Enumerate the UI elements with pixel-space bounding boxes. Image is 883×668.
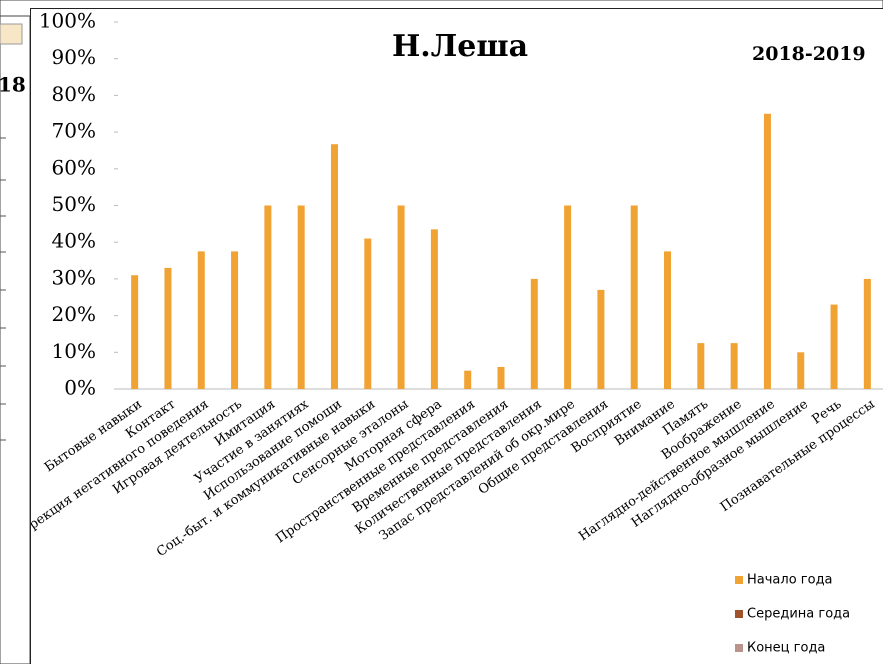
bar xyxy=(564,206,571,390)
bar xyxy=(164,268,171,389)
bar xyxy=(864,279,871,389)
y-tick-label: 50% xyxy=(52,192,96,216)
y-tick-label: 90% xyxy=(52,45,96,69)
y-tick-label: 70% xyxy=(52,119,96,143)
chart-subtitle: 2018-2019 xyxy=(752,43,866,65)
bar xyxy=(764,114,771,389)
back-label: 18 xyxy=(0,73,26,97)
bar xyxy=(131,275,138,389)
bar xyxy=(231,251,238,389)
bar xyxy=(298,206,305,390)
chart-title: Н.Леша xyxy=(392,29,528,64)
y-tick-label: 30% xyxy=(52,265,96,289)
legend-label: Начало года xyxy=(747,573,833,588)
bar xyxy=(631,206,638,390)
back-cell xyxy=(0,24,22,44)
bar xyxy=(264,206,271,390)
bar xyxy=(664,251,671,389)
legend-swatch xyxy=(735,610,743,618)
chart-frame xyxy=(31,9,883,665)
y-tick-label: 60% xyxy=(52,155,96,179)
bar xyxy=(498,367,505,389)
y-tick-label: 20% xyxy=(52,302,96,326)
bar xyxy=(697,343,704,389)
bar xyxy=(597,290,604,389)
legend-label: Середина года xyxy=(747,607,850,622)
y-tick-label: 40% xyxy=(52,229,96,253)
bar xyxy=(464,371,471,389)
legend-swatch xyxy=(735,644,743,652)
bar xyxy=(198,251,205,389)
bar xyxy=(364,239,371,389)
y-tick-label: 100% xyxy=(39,9,96,33)
legend-swatch xyxy=(735,576,743,584)
y-tick-label: 80% xyxy=(52,82,96,106)
y-tick-label: 10% xyxy=(52,339,96,363)
bar xyxy=(831,305,838,389)
bar xyxy=(431,229,438,389)
bar xyxy=(531,279,538,389)
back-window-side xyxy=(0,16,30,664)
bar xyxy=(797,352,804,389)
bar xyxy=(731,343,738,389)
bar xyxy=(398,206,405,390)
y-tick-label: 0% xyxy=(64,376,96,400)
legend-label: Конец года xyxy=(747,641,825,656)
bar xyxy=(331,144,338,389)
